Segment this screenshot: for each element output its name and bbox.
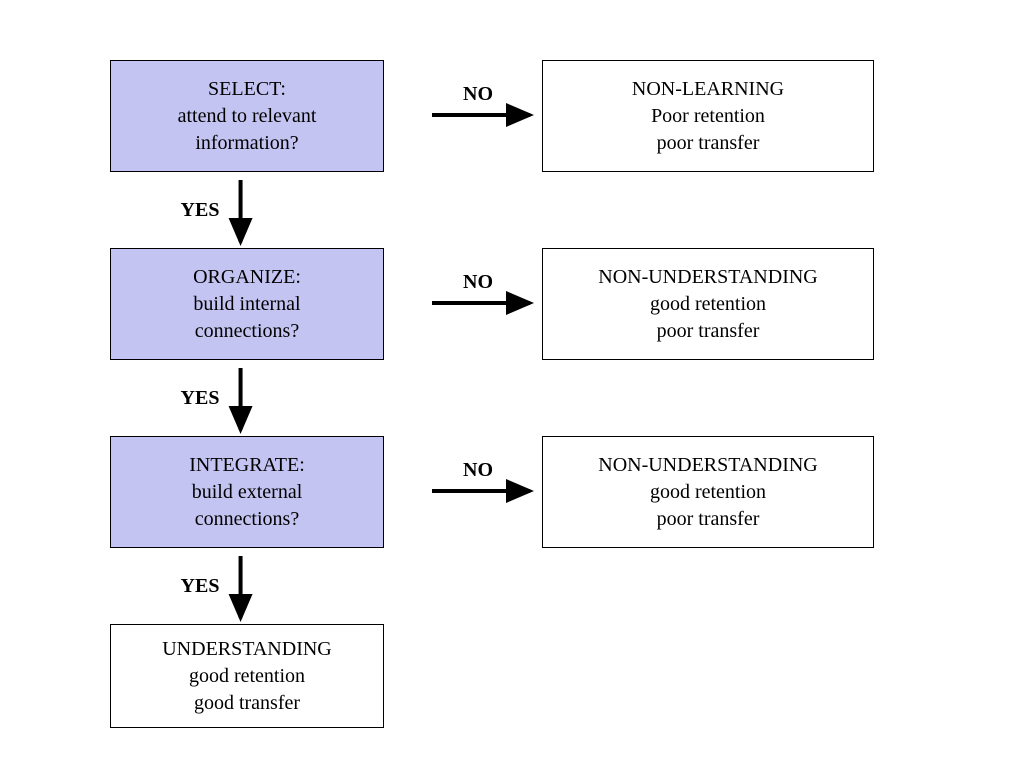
label-no-1: NO — [463, 83, 493, 106]
node-nonlearn-title: NON-LEARNING — [632, 76, 784, 103]
node-nonlearn-line1: Poor retention — [651, 103, 765, 130]
node-select-title: SELECT: — [208, 76, 286, 103]
node-understand-title: UNDERSTANDING — [162, 636, 332, 663]
label-no-3: NO — [463, 459, 493, 482]
node-organize-line2: connections? — [195, 318, 299, 345]
node-nonund1: NON-UNDERSTANDINGgood retentionpoor tran… — [542, 248, 874, 360]
node-nonlearn-line2: poor transfer — [657, 130, 760, 157]
node-integrate-line1: build external — [192, 479, 303, 506]
node-organize: ORGANIZE:build internalconnections? — [110, 248, 384, 360]
node-understand-line2: good transfer — [194, 690, 300, 717]
node-nonund2-title: NON-UNDERSTANDING — [598, 452, 818, 479]
node-integrate-line2: connections? — [195, 506, 299, 533]
node-select-line2: information? — [195, 130, 298, 157]
node-nonund2: NON-UNDERSTANDINGgood retentionpoor tran… — [542, 436, 874, 548]
label-yes-1: YES — [181, 199, 220, 222]
node-organize-title: ORGANIZE: — [193, 264, 301, 291]
node-integrate-title: INTEGRATE: — [189, 452, 305, 479]
label-yes-2: YES — [181, 387, 220, 410]
node-nonund2-line1: good retention — [650, 479, 766, 506]
node-nonund1-title: NON-UNDERSTANDING — [598, 264, 818, 291]
node-select: SELECT:attend to relevantinformation? — [110, 60, 384, 172]
node-nonund2-line2: poor transfer — [657, 506, 760, 533]
node-nonund1-line1: good retention — [650, 291, 766, 318]
label-no-2: NO — [463, 271, 493, 294]
node-understand-line1: good retention — [189, 663, 305, 690]
node-integrate: INTEGRATE:build externalconnections? — [110, 436, 384, 548]
node-select-line1: attend to relevant — [178, 103, 317, 130]
node-organize-line1: build internal — [193, 291, 300, 318]
node-nonlearn: NON-LEARNINGPoor retentionpoor transfer — [542, 60, 874, 172]
flowchart-stage: SELECT:attend to relevantinformation? ORG… — [0, 0, 1024, 768]
node-nonund1-line2: poor transfer — [657, 318, 760, 345]
node-understand: UNDERSTANDINGgood retentiongood transfer — [110, 624, 384, 728]
label-yes-3: YES — [181, 575, 220, 598]
